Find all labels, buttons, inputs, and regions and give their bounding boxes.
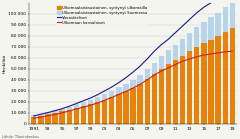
Bar (166, 50, 171, 64)
Bar (52, 113, 58, 124)
Bar (194, 27, 199, 47)
Bar (216, 13, 221, 36)
Bar (60, 109, 65, 111)
Bar (201, 43, 207, 124)
Bar (230, 2, 235, 28)
Bar (187, 33, 192, 51)
Bar (216, 36, 221, 124)
Bar (116, 87, 121, 94)
Y-axis label: Henkilöä: Henkilöä (3, 54, 7, 73)
Bar (81, 106, 86, 124)
Bar (201, 22, 207, 43)
Bar (74, 108, 79, 124)
Bar (74, 104, 79, 108)
Bar (66, 110, 72, 124)
Bar (45, 114, 51, 124)
Bar (45, 112, 51, 114)
Bar (31, 115, 36, 117)
Bar (109, 97, 114, 124)
Bar (138, 84, 143, 124)
Bar (144, 79, 150, 124)
Bar (95, 102, 100, 124)
Bar (88, 100, 93, 104)
Bar (60, 111, 65, 124)
Bar (102, 94, 107, 100)
Bar (66, 107, 72, 110)
Bar (159, 56, 164, 69)
Bar (88, 104, 93, 124)
Bar (116, 94, 121, 124)
Bar (173, 60, 178, 124)
Bar (180, 39, 185, 56)
Bar (208, 17, 214, 40)
Bar (173, 45, 178, 60)
Bar (130, 88, 136, 124)
Bar (166, 64, 171, 124)
Bar (180, 56, 185, 124)
Bar (31, 117, 36, 124)
Bar (38, 116, 43, 124)
Bar (123, 91, 129, 124)
Bar (152, 74, 157, 124)
Bar (109, 91, 114, 97)
Legend: Ulkomaalaistaustainen, syntynyt ulkomailla, Ulkomaalaistaustainen, syntynyt Suom: Ulkomaalaistaustainen, syntynyt ulkomail… (56, 5, 149, 26)
Bar (152, 63, 157, 74)
Bar (123, 84, 129, 91)
Bar (130, 80, 136, 88)
Bar (52, 111, 58, 113)
Bar (222, 7, 228, 32)
Bar (159, 69, 164, 124)
Bar (102, 100, 107, 124)
Bar (144, 69, 150, 79)
Bar (38, 114, 43, 116)
Bar (138, 75, 143, 84)
Text: Lähde: Tilastokeskus: Lähde: Tilastokeskus (2, 135, 39, 139)
Bar (230, 28, 235, 124)
Bar (208, 40, 214, 124)
Bar (187, 51, 192, 124)
Bar (81, 102, 86, 106)
Bar (222, 32, 228, 124)
Bar (95, 97, 100, 102)
Bar (194, 47, 199, 124)
